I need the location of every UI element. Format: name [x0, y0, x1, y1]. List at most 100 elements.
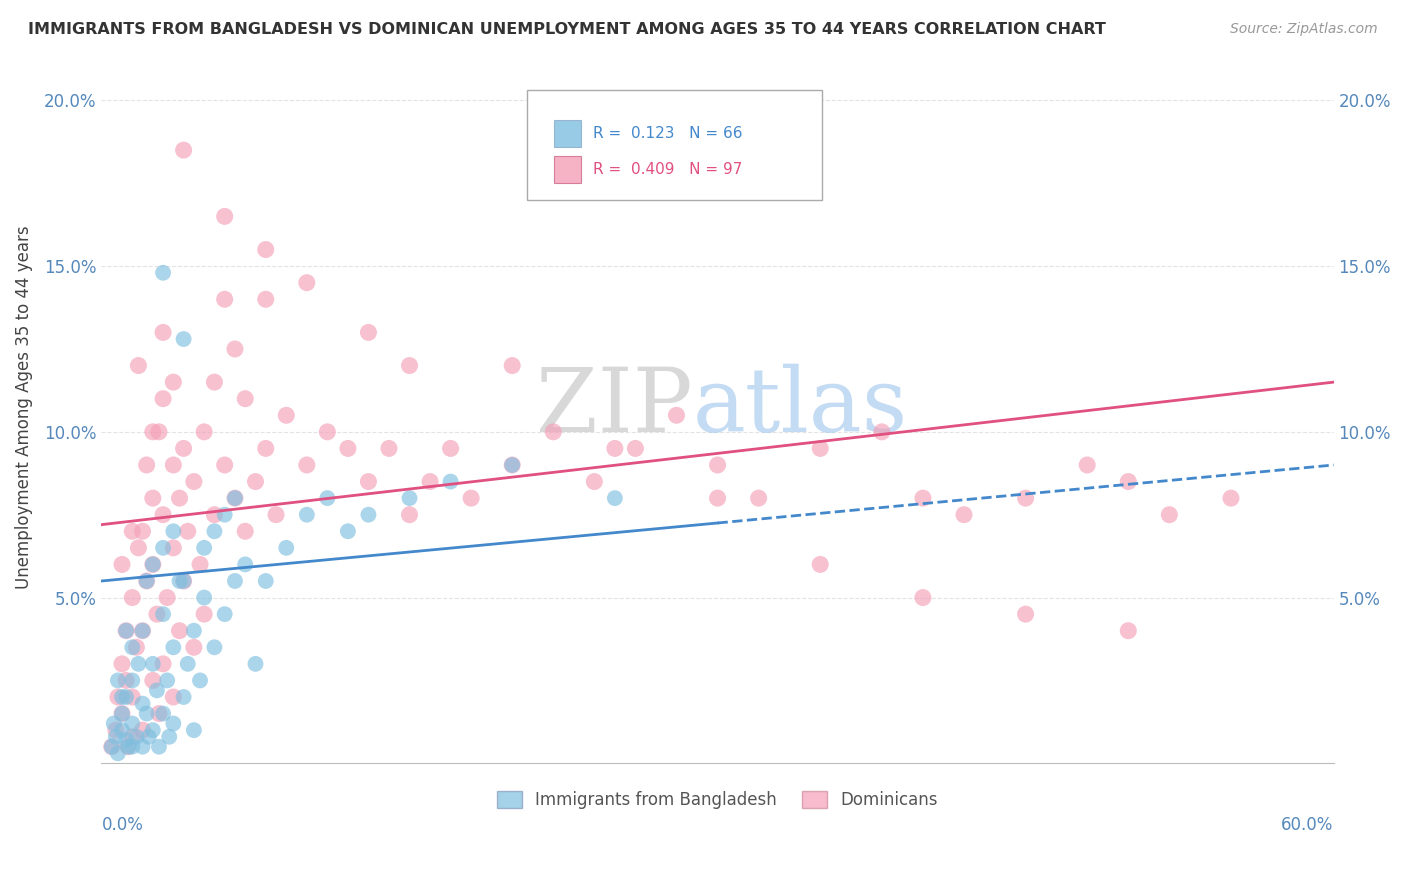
Point — [162, 716, 184, 731]
Point — [808, 558, 831, 572]
Point — [254, 574, 277, 588]
Point — [146, 683, 169, 698]
Text: ZIP: ZIP — [537, 363, 693, 450]
Point — [398, 508, 420, 522]
Point — [107, 747, 129, 761]
Point — [398, 359, 420, 373]
Point — [245, 657, 267, 671]
Point — [911, 491, 934, 505]
Point — [121, 730, 143, 744]
Point — [152, 266, 174, 280]
Point — [111, 690, 134, 704]
Point — [439, 442, 461, 456]
Point — [142, 558, 165, 572]
Point — [121, 673, 143, 688]
Point — [131, 739, 153, 754]
Point — [233, 392, 256, 406]
Point — [121, 716, 143, 731]
Point — [146, 607, 169, 621]
Point — [103, 716, 125, 731]
Point — [183, 723, 205, 738]
Point — [121, 591, 143, 605]
Point — [398, 491, 420, 505]
Point — [121, 524, 143, 539]
Point — [1116, 624, 1139, 638]
Point — [183, 640, 205, 655]
Point — [127, 657, 149, 671]
Point — [148, 425, 170, 439]
Point — [316, 491, 339, 505]
Point — [111, 706, 134, 721]
Point — [1014, 607, 1036, 621]
FancyBboxPatch shape — [554, 155, 581, 183]
Point — [127, 541, 149, 555]
Point — [1220, 491, 1243, 505]
Point — [111, 706, 134, 721]
Point — [173, 690, 195, 704]
Point — [142, 558, 165, 572]
Point — [117, 739, 139, 754]
Point — [357, 326, 380, 340]
Point — [245, 475, 267, 489]
Point — [1076, 458, 1098, 472]
Point — [501, 458, 523, 472]
Point — [748, 491, 770, 505]
Point — [214, 508, 236, 522]
Point — [115, 673, 138, 688]
Point — [1159, 508, 1181, 522]
Point — [125, 730, 148, 744]
Point — [183, 624, 205, 638]
Text: 0.0%: 0.0% — [101, 816, 143, 834]
Point — [100, 739, 122, 754]
Point — [107, 673, 129, 688]
Point — [169, 491, 191, 505]
Point — [152, 706, 174, 721]
Point — [115, 624, 138, 638]
Point — [603, 491, 626, 505]
FancyBboxPatch shape — [554, 120, 581, 147]
Point — [138, 730, 160, 744]
Point — [135, 574, 157, 588]
Point — [1116, 475, 1139, 489]
Point — [173, 332, 195, 346]
FancyBboxPatch shape — [527, 90, 823, 201]
Point — [378, 442, 401, 456]
Point — [501, 458, 523, 472]
Point — [131, 697, 153, 711]
Point — [204, 375, 226, 389]
Point — [193, 541, 215, 555]
Point — [173, 442, 195, 456]
Point — [104, 723, 127, 738]
Point — [501, 359, 523, 373]
Point — [100, 739, 122, 754]
Point — [121, 739, 143, 754]
Text: IMMIGRANTS FROM BANGLADESH VS DOMINICAN UNEMPLOYMENT AMONG AGES 35 TO 44 YEARS C: IMMIGRANTS FROM BANGLADESH VS DOMINICAN … — [28, 22, 1107, 37]
Point — [156, 673, 179, 688]
Point — [121, 640, 143, 655]
Point — [808, 442, 831, 456]
Point — [254, 292, 277, 306]
Point — [135, 706, 157, 721]
Point — [204, 508, 226, 522]
Point — [188, 673, 211, 688]
Point — [142, 657, 165, 671]
Point — [142, 425, 165, 439]
Point — [142, 491, 165, 505]
Point — [336, 524, 359, 539]
Point — [131, 624, 153, 638]
Point — [152, 392, 174, 406]
Point — [162, 524, 184, 539]
Point — [1014, 491, 1036, 505]
Point — [460, 491, 482, 505]
Point — [162, 690, 184, 704]
Point — [162, 640, 184, 655]
Point — [336, 442, 359, 456]
Point — [152, 326, 174, 340]
Point — [173, 574, 195, 588]
Point — [111, 657, 134, 671]
Point — [188, 558, 211, 572]
Point — [131, 723, 153, 738]
Point — [148, 739, 170, 754]
Point — [276, 541, 298, 555]
Point — [233, 558, 256, 572]
